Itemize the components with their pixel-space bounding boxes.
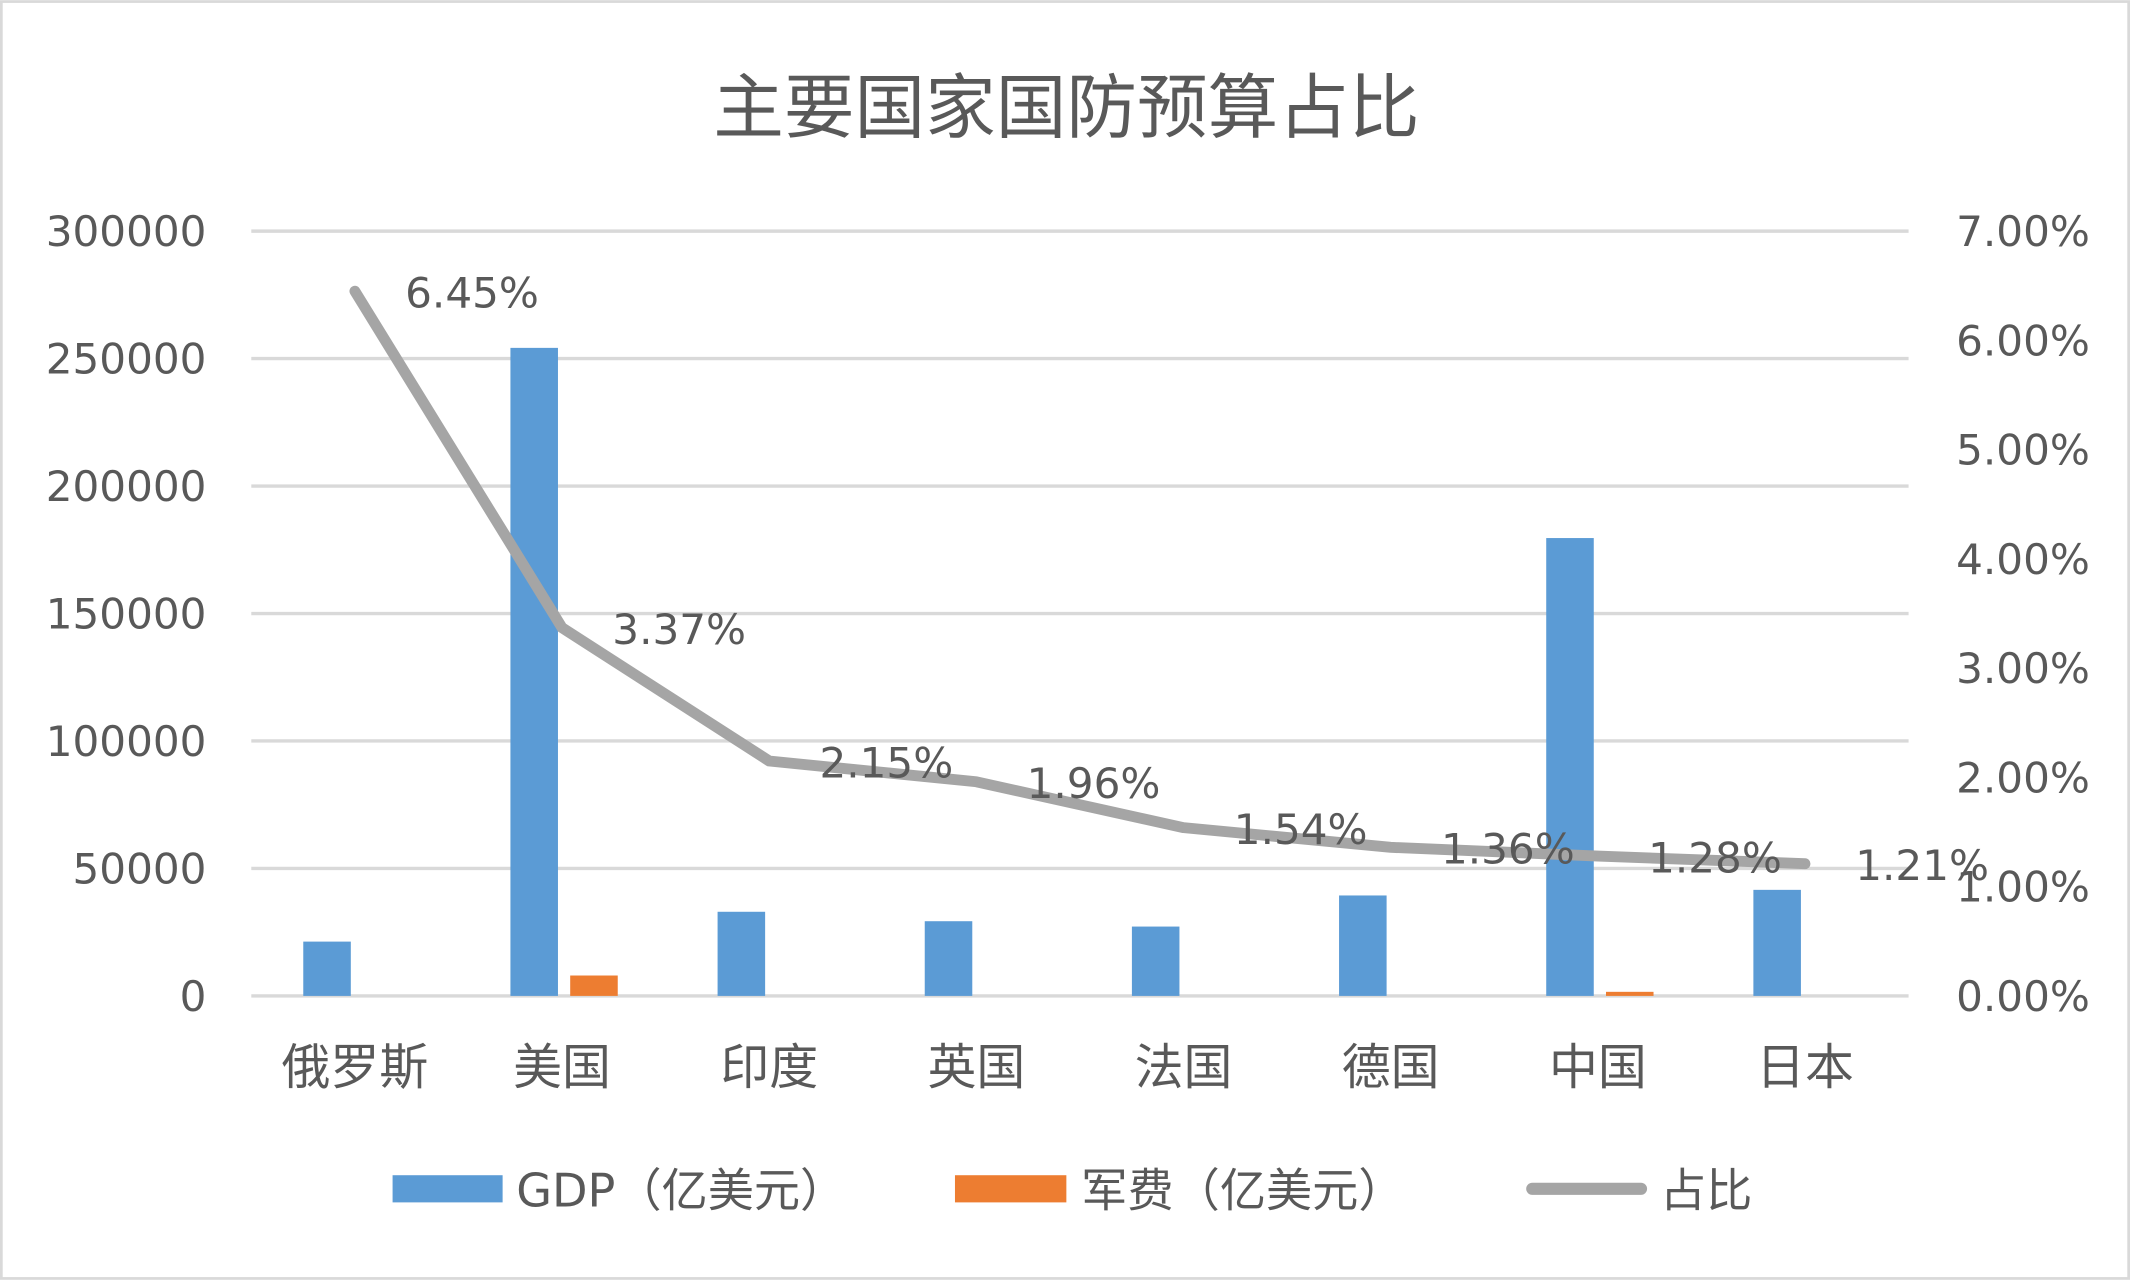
x-category-label: 俄罗斯: [282, 1039, 429, 1096]
ratio-point: [1389, 845, 1393, 849]
bar-gdp: [1339, 895, 1387, 996]
y-right-tick-label: 7.00%: [1956, 207, 2090, 256]
y-left-tick-label: 200000: [46, 462, 207, 511]
ratio-line: [349, 285, 1811, 870]
bar-military: [570, 975, 618, 996]
legend-label-military: 军费（亿美元）: [1081, 1163, 1404, 1217]
x-category-label: 法国: [1135, 1039, 1233, 1096]
ratio-data-label: 6.45%: [405, 269, 539, 318]
bar-gdp: [1131, 926, 1180, 996]
y-right-tick-label: 2.00%: [1956, 753, 2090, 802]
ratio-data-label: 2.15%: [819, 738, 953, 787]
ratio-point: [975, 780, 978, 784]
x-category-label: 美国: [513, 1039, 611, 1096]
y-right-tick-label: 0.00%: [1956, 972, 2090, 1021]
y-left-tick-label: 300000: [46, 207, 207, 256]
y-axis-left: 0 50000 100000 150000 200000 250000 300000: [46, 207, 207, 1021]
x-category-label: 德国: [1342, 1039, 1440, 1096]
y-left-tick-label: 150000: [46, 589, 207, 638]
ratio-data-label: 1.21%: [1855, 841, 1989, 890]
chart-title: 主要国家国防预算占比: [713, 66, 1419, 149]
ratio-point: [560, 626, 564, 630]
x-category-label: 日本: [1756, 1039, 1854, 1096]
y-right-tick-label: 4.00%: [1956, 535, 2090, 584]
y-left-tick-label: 100000: [46, 717, 207, 766]
bar-gdp: [1753, 889, 1801, 996]
x-category-label: 印度: [720, 1039, 818, 1096]
ratio-data-label: 1.36%: [1441, 825, 1575, 874]
y-right-tick-label: 1.00%: [1956, 863, 2090, 912]
ratio-data-label: 3.37%: [612, 605, 746, 654]
ratio-point: [767, 759, 771, 763]
legend-swatch-military: [954, 1175, 1067, 1203]
ratio-data-label: 1.96%: [1027, 759, 1161, 808]
ratio-point: [1803, 862, 1807, 866]
y-left-tick-label: 0: [180, 972, 207, 1021]
y-right-tick-label: 6.00%: [1956, 316, 2090, 365]
y-axis-right: 0.00% 1.00% 2.00% 3.00% 4.00% 5.00% 6.00% 7.00%: [1956, 207, 2090, 1021]
ratio-point: [353, 289, 357, 293]
bar-gdp: [717, 911, 766, 996]
legend-label-gdp: GDP（亿美元）: [516, 1163, 846, 1217]
legend-label-ratio: 占比: [1660, 1163, 1752, 1217]
legend: GDP（亿美元） 军费（亿美元） 占比: [392, 1163, 1752, 1217]
bar-gdp: [510, 347, 558, 996]
x-category-label: 英国: [927, 1039, 1025, 1096]
x-axis: 俄罗斯 美国 印度 英国 法国 德国 中国 日本: [282, 1039, 1854, 1096]
ratio-data-label: 1.54%: [1234, 805, 1368, 854]
y-left-tick-label: 50000: [73, 844, 207, 893]
y-right-tick-label: 5.00%: [1956, 426, 2090, 475]
y-left-tick-label: 250000: [46, 335, 207, 384]
legend-swatch-gdp: [392, 1175, 503, 1203]
bar-gdp: [303, 941, 351, 996]
ratio-data-label: 1.28%: [1648, 833, 1782, 882]
y-right-tick-label: 3.00%: [1956, 644, 2090, 693]
bars: [303, 347, 1801, 996]
x-category-label: 中国: [1549, 1039, 1647, 1096]
ratio-line-path: [349, 285, 1811, 870]
ratio-point: [1596, 854, 1600, 858]
bar-military: [1605, 991, 1654, 996]
ratio-point: [1182, 826, 1185, 830]
bar-gdp: [1546, 538, 1594, 996]
data-labels: 6.45% 3.37% 2.15% 1.96% 1.54% 1.36% 1.28% 1.21%: [405, 269, 1989, 890]
bar-gdp: [924, 921, 973, 996]
